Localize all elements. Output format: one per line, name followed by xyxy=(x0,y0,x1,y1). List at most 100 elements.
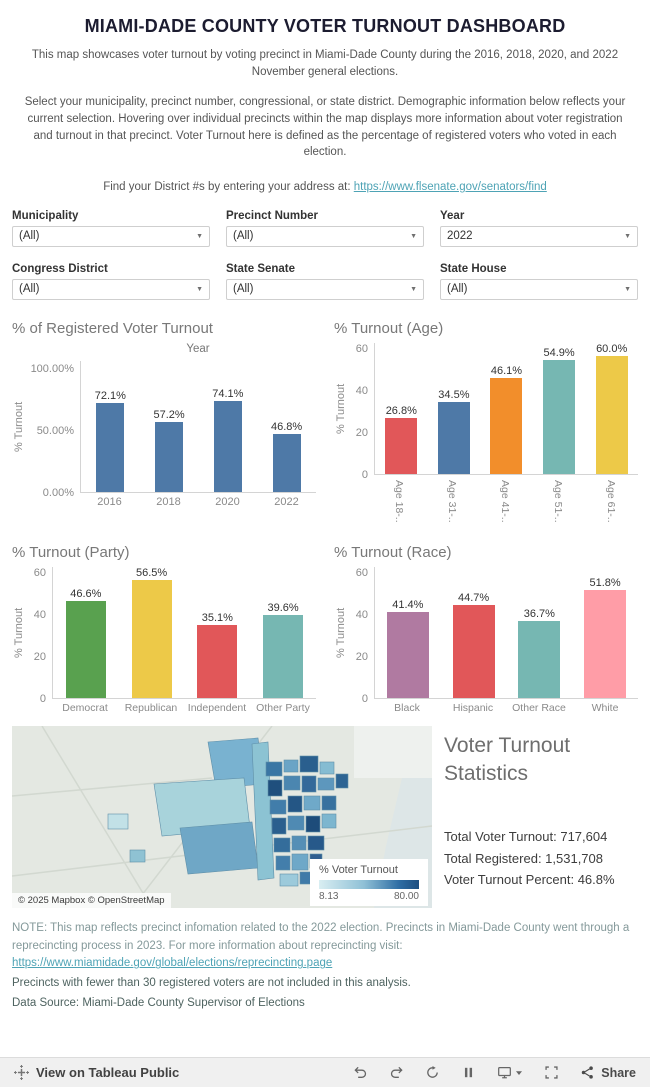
plot-area: 72.1% 57.2% 74.1% 46.8% xyxy=(80,360,316,493)
flsenate-link[interactable]: https://www.flsenate.gov/senators/find xyxy=(353,181,547,194)
y-axis-tick-label: 0.00% xyxy=(42,486,74,499)
plot-column: Year 72.1% 57.2% 74.1% 46.8% 2016 2018 2020 20… xyxy=(80,343,316,508)
x-axis-tick-label: Republican xyxy=(124,701,178,714)
y-axis-tick-label: 60 xyxy=(33,567,46,579)
tableau-toolbar: View on Tableau Public Share xyxy=(0,1057,650,1087)
x-axis-tick-label: White xyxy=(591,701,619,714)
x-axis-tick-label: 2022 xyxy=(274,495,299,508)
x-axis-tick-label: Independent xyxy=(187,701,247,714)
reprecincting-note: NOTE: This map reflects precinct infomat… xyxy=(12,921,630,952)
bar-age-18[interactable] xyxy=(385,418,418,474)
filter-state-senate: State Senate (All) ▼ xyxy=(226,263,424,300)
share-label: Share xyxy=(601,1065,636,1080)
plot-column: 46.6% 56.5% 35.1% 39.6% Democrat Republican I… xyxy=(52,566,316,714)
bar-value-label: 34.5% xyxy=(438,388,470,401)
chart-turnout-by-party: % Turnout (Party) % Turnout 0 20 40 60 46.6… xyxy=(12,544,316,714)
x-axis-tick-label: Age 31-.. xyxy=(446,479,459,523)
x-axis-tick-label: Black xyxy=(394,701,420,714)
bar-2020[interactable] xyxy=(213,400,242,492)
precinct-number-dropdown[interactable]: (All) ▼ xyxy=(226,225,424,247)
map-attribution[interactable]: © 2025 Mapbox © OpenStreetMap xyxy=(12,892,171,908)
filter-bar: Municipality (All) ▼ Precinct Number (Al… xyxy=(12,210,638,300)
y-axis-tick-label: 20 xyxy=(355,650,368,663)
bar-slot: 41.4% xyxy=(377,567,439,698)
x-axis-tick-label: Hispanic xyxy=(452,701,494,714)
share-icon xyxy=(582,1066,594,1079)
bar-age-31[interactable] xyxy=(437,401,470,474)
min-registered-note: Precincts with fewer than 30 registered … xyxy=(12,977,411,990)
bar-black[interactable] xyxy=(386,611,429,698)
bar-age-61[interactable] xyxy=(595,355,628,474)
filter-year-label: Year xyxy=(440,209,465,222)
bar-slot: 46.6% xyxy=(54,567,118,698)
filter-year: Year 2022 ▼ xyxy=(440,210,638,247)
district-help-line: Find your District #s by entering your a… xyxy=(19,179,631,196)
charts-grid: % of Registered Voter Turnout % Turnout … xyxy=(12,320,638,714)
x-axis: Black Hispanic Other Race White xyxy=(374,702,638,714)
chart-title: % Turnout (Race) xyxy=(334,543,452,561)
undo-icon[interactable] xyxy=(353,1065,368,1080)
tableau-logo-icon xyxy=(14,1065,29,1080)
bar-slot: 46.8% xyxy=(262,361,312,492)
map-and-stats-row: © 2025 Mapbox © OpenStreetMap % Voter Tu… xyxy=(12,725,638,908)
filter-state-house: State House (All) ▼ xyxy=(440,263,638,300)
y-axis: 0 20 40 60 xyxy=(26,567,52,705)
share-button[interactable]: Share xyxy=(580,1065,636,1080)
state-house-dropdown[interactable]: (All) ▼ xyxy=(440,278,638,300)
filter-precinct-number: Precinct Number (All) ▼ xyxy=(226,210,424,247)
y-axis-tick-label: 0 xyxy=(39,692,46,705)
x-axis-tick-label: Other Race xyxy=(512,701,566,714)
bar-independent[interactable] xyxy=(197,624,238,698)
bar-age-41[interactable] xyxy=(490,377,523,474)
bar-value-label: 51.8% xyxy=(589,577,621,590)
municipality-dropdown[interactable]: (All) ▼ xyxy=(12,225,210,247)
map-color-legend[interactable]: % Voter Turnout 8.13 80.00 xyxy=(310,858,428,906)
bar-republican[interactable] xyxy=(131,580,172,698)
chart-turnout-by-race: % Turnout (Race) % Turnout 0 20 40 60 41.4%… xyxy=(334,544,638,714)
state-senate-dropdown[interactable]: (All) ▼ xyxy=(226,278,424,300)
fullscreen-icon[interactable] xyxy=(544,1065,559,1080)
bar-other-party[interactable] xyxy=(263,615,304,698)
bar-slot: 46.1% xyxy=(482,343,530,474)
plot-area: 46.6% 56.5% 35.1% 39.6% xyxy=(52,566,316,699)
download-button[interactable] xyxy=(497,1065,523,1080)
filter-house-label: State House xyxy=(440,262,507,275)
x-axis-tick-label: Democrat xyxy=(62,701,108,714)
bar-hispanic[interactable] xyxy=(452,604,495,698)
stats-title: Voter Turnout Statistics xyxy=(444,733,571,786)
bar-slot: 57.2% xyxy=(144,361,194,492)
bar-white[interactable] xyxy=(584,590,627,698)
precinct-dropdown-value: (All) xyxy=(233,230,254,243)
bar-value-label: 74.1% xyxy=(212,387,244,400)
congress-district-dropdown[interactable]: (All) ▼ xyxy=(12,278,210,300)
miamidade-reprecincting-link[interactable]: https://www.miamidade.gov/global/electio… xyxy=(12,957,333,970)
y-axis: 0 20 40 60 xyxy=(348,567,374,705)
y-axis-tick-label: 60 xyxy=(355,567,368,579)
precinct-map-canvas[interactable] xyxy=(12,725,432,908)
filter-senate-label: State Senate xyxy=(226,262,296,275)
reset-icon[interactable] xyxy=(425,1065,440,1080)
pause-icon[interactable] xyxy=(461,1065,476,1080)
bar-value-label: 46.1% xyxy=(490,364,523,377)
bar-value-label: 41.4% xyxy=(392,598,424,611)
filter-congress-district: Congress District (All) ▼ xyxy=(12,263,210,300)
chart-turnout-by-age: % Turnout (Age) % Turnout 0 20 40 60 26.8% 3… xyxy=(334,320,638,530)
bar-2016[interactable] xyxy=(96,403,125,492)
view-on-tableau-public-link[interactable]: View on Tableau Public xyxy=(14,1065,179,1080)
y-axis-tick-label: 50.00% xyxy=(36,425,74,438)
download-icon xyxy=(497,1065,512,1080)
bar-democrat[interactable] xyxy=(65,600,106,698)
turnout-map[interactable]: © 2025 Mapbox © OpenStreetMap % Voter Tu… xyxy=(12,725,432,908)
year-dropdown[interactable]: 2022 ▼ xyxy=(440,225,638,247)
bar-value-label: 26.8% xyxy=(385,405,417,418)
bar-slot: 54.9% xyxy=(535,343,583,474)
bar-value-label: 39.6% xyxy=(267,602,299,615)
bar-age-51[interactable] xyxy=(543,359,576,474)
bar-2018[interactable] xyxy=(155,421,184,492)
stat-total-registered: Total Registered: 1,531,708 xyxy=(444,850,603,866)
redo-icon[interactable] xyxy=(389,1065,404,1080)
bar-other-race[interactable] xyxy=(518,621,561,698)
bar-2022[interactable] xyxy=(272,434,301,492)
chevron-down-icon: ▼ xyxy=(624,285,631,293)
x-axis: Democrat Republican Independent Other Party xyxy=(52,702,316,714)
